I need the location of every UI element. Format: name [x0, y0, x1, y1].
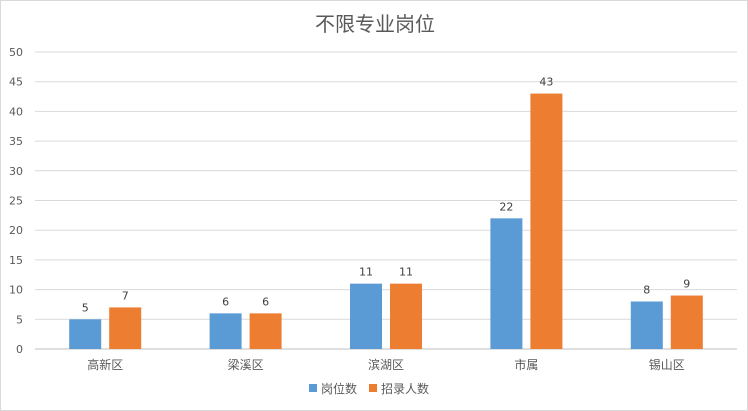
- y-tick-label: 15: [9, 254, 23, 267]
- data-label: 5: [82, 301, 89, 314]
- y-tick-label: 35: [9, 135, 23, 148]
- y-axis: 0 5 10 15 20 25 30 35 40 45 50: [9, 46, 23, 356]
- bar: [209, 313, 242, 349]
- data-label: 11: [399, 266, 413, 279]
- bar: [670, 295, 703, 349]
- legend-swatch: [309, 384, 317, 392]
- gridlines: [35, 51, 737, 350]
- bar: [490, 218, 523, 349]
- bar: [630, 301, 663, 349]
- x-tick-label: 市属: [514, 357, 538, 372]
- data-label: 11: [359, 266, 373, 279]
- data-label: 7: [122, 289, 129, 302]
- bar: [350, 283, 382, 349]
- data-label: 8: [643, 283, 650, 296]
- bar: [530, 93, 563, 349]
- y-tick-label: 25: [9, 195, 23, 208]
- y-tick-label: 30: [9, 165, 23, 178]
- chart-title: 不限专业岗位: [315, 12, 435, 36]
- x-tick-label: 梁溪区: [228, 357, 264, 372]
- bar: [390, 283, 422, 349]
- data-label: 9: [683, 278, 690, 291]
- x-axis: 高新区 梁溪区 滨湖区 市属 锡山区: [87, 357, 685, 372]
- data-label: 6: [262, 295, 269, 308]
- data-label: 22: [499, 200, 513, 213]
- y-tick-label: 20: [9, 224, 23, 237]
- bar: [249, 313, 282, 349]
- x-tick-label: 高新区: [87, 357, 123, 372]
- x-tick-label: 滨湖区: [368, 357, 404, 372]
- y-tick-label: 5: [16, 313, 23, 326]
- legend-label: 岗位数: [321, 381, 357, 396]
- data-label: 43: [539, 76, 553, 89]
- legend: 岗位数 招录人数: [309, 381, 429, 396]
- legend-label: 招录人数: [381, 381, 429, 396]
- y-tick-label: 50: [9, 46, 23, 59]
- data-labels: 5 7 6 6 11 11 22 43 8 9: [82, 76, 691, 315]
- legend-swatch: [369, 384, 377, 392]
- bars: [69, 93, 703, 349]
- bar: [109, 307, 142, 349]
- y-tick-label: 45: [9, 76, 23, 89]
- data-label: 6: [222, 295, 229, 308]
- y-tick-label: 0: [16, 343, 23, 356]
- bar: [69, 319, 102, 349]
- x-tick-label: 锡山区: [649, 357, 685, 372]
- y-tick-label: 40: [9, 105, 23, 118]
- y-tick-label: 10: [9, 284, 23, 297]
